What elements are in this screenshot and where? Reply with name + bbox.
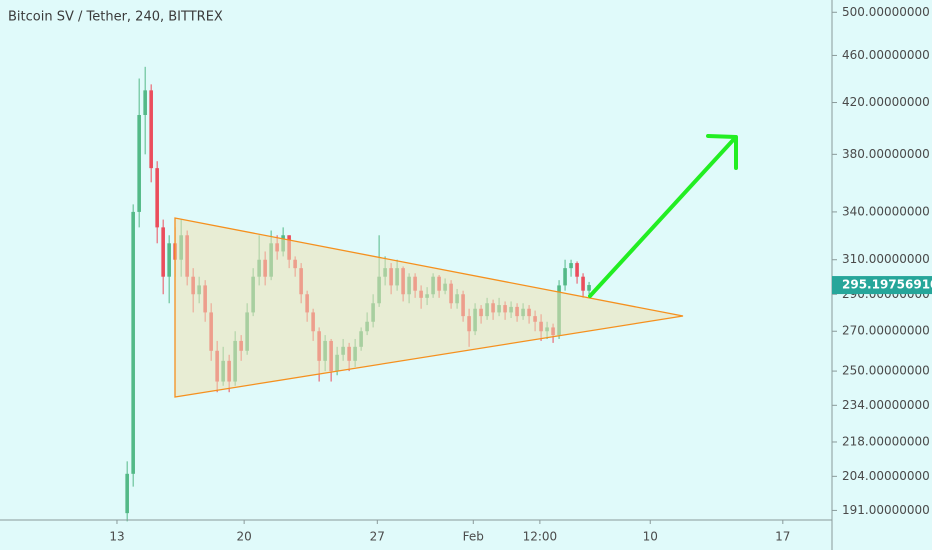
y-tick-label: 270.00000000 [842,324,930,338]
y-tick-label: 191.00000000 [842,503,930,517]
arrow-shaft [588,136,737,298]
chart-title: Bitcoin SV / Tether, 240, BITTREX [8,10,223,25]
y-tick-label: 204.00000000 [842,469,930,483]
last-price-tag [832,276,932,295]
candle-body [137,115,141,212]
y-tick-label: 234.00000000 [842,398,930,412]
x-tick-label: 13 [109,530,124,544]
last-price-label: 295.19756910 [842,278,932,292]
x-tick-label: 17 [775,530,790,544]
x-tick-label: 10 [643,530,658,544]
candle-body [143,90,147,116]
x-tick-label: 12:00 [523,530,558,544]
y-tick-label: 500.00000000 [842,5,930,19]
candle-body [587,285,591,291]
x-tick-label: 20 [237,530,252,544]
y-tick-label: 310.00000000 [842,252,930,266]
candle-body [569,263,573,269]
y-tick-label: 380.00000000 [842,147,930,161]
y-tick-label: 218.00000000 [842,434,930,448]
y-tick-label: 340.00000000 [842,204,930,218]
forecast-arrow [588,134,738,298]
y-tick-label: 420.00000000 [842,95,930,109]
y-tick-label: 250.00000000 [842,364,930,378]
candle-body [161,227,165,277]
y-tick-label: 460.00000000 [842,48,930,62]
triangle-pattern [174,217,684,398]
x-tick-label: Feb [463,530,484,544]
candle-body [149,90,153,169]
candle-body [167,243,171,277]
arrow-head [706,134,738,170]
candle-body [575,263,579,277]
candle-body [563,268,567,286]
candle-body [125,473,129,514]
candle-body [155,168,159,228]
candle-body [581,276,585,291]
candle-body [131,211,135,474]
x-tick-label: 27 [370,530,385,544]
